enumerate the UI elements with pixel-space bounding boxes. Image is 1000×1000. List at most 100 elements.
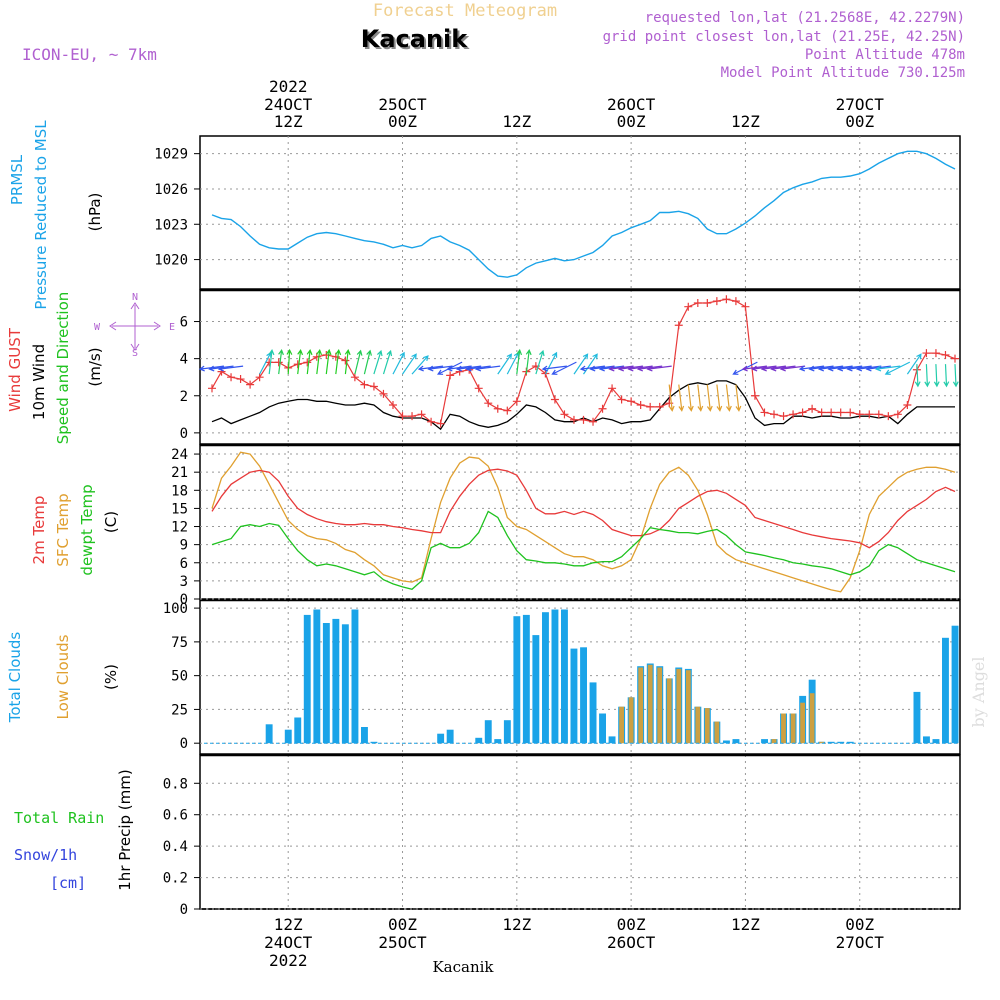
wind-direction-arrow	[943, 364, 950, 388]
top-hour-label: 00Z	[617, 112, 646, 131]
top-year-label: 2022	[269, 77, 308, 96]
wind-gust-marker	[274, 358, 283, 367]
y-tick-label: 0	[180, 736, 188, 752]
wind-direction-arrow	[551, 361, 577, 375]
wind-gust-line	[211, 298, 956, 425]
total-clouds-bar	[361, 727, 368, 744]
wind-direction-arrow	[411, 355, 429, 375]
top-hour-label: 00Z	[845, 112, 874, 131]
y-tick-label: 6	[180, 556, 188, 572]
watermark: by Angel	[969, 656, 988, 727]
wind-gust-marker	[903, 401, 912, 410]
compass-n: N	[132, 292, 138, 303]
y-tick-label: 15	[171, 501, 188, 517]
bottom-year-label: 2022	[269, 951, 308, 970]
total-clouds-bar	[551, 609, 559, 744]
grid-point-coords: grid point closest lon,lat (21.25E, 42.2…	[603, 29, 965, 45]
forecast-label: Forecast Meteogram	[373, 1, 557, 21]
temp-2m-line	[211, 468, 956, 549]
total-clouds-bar	[532, 635, 540, 744]
compass-w: W	[94, 322, 101, 333]
wind-gust-marker	[836, 408, 845, 417]
y-tick-label: 9	[180, 538, 188, 554]
wind-direction-arrow	[884, 361, 911, 375]
temp-unit: (C)	[102, 511, 120, 533]
wind-direction-arrow	[474, 365, 501, 372]
total-rain-label: Total Rain	[14, 809, 104, 827]
wind-gust-marker	[722, 295, 731, 304]
wind-direction-arrow	[436, 361, 463, 375]
bottom-hour-label: 00Z	[388, 915, 417, 934]
wind-gust-marker	[246, 380, 255, 389]
total-clouds-bar	[284, 729, 292, 744]
wind-gust-marker	[503, 406, 512, 415]
wind-gust-marker	[579, 415, 588, 424]
wind-gust-marker	[227, 373, 236, 382]
wind-direction-arrow	[732, 361, 758, 375]
wind-gust-marker	[341, 356, 350, 365]
wind-gust-marker	[417, 410, 426, 419]
wind-gust-marker	[360, 380, 369, 389]
wind-gust-marker	[893, 410, 902, 419]
y-tick-label: 0	[180, 592, 188, 608]
wind-gust-marker	[484, 399, 493, 408]
page-title: Kacanik	[361, 25, 469, 53]
wind-direction-arrow	[217, 365, 244, 372]
low-clouds-bar	[666, 678, 672, 744]
total-clouds-bar	[322, 623, 330, 744]
panel-frame	[199, 754, 961, 910]
model-label: ICON-EU, ~ 7km	[22, 45, 157, 64]
low-clouds-bar	[790, 713, 796, 744]
wind-direction-arrow	[325, 348, 332, 375]
y-tick-label: 0.2	[163, 871, 188, 887]
wind-gust-marker	[350, 373, 359, 382]
wind-gust-marker	[770, 410, 779, 419]
bottom-hour-label: 00Z	[845, 915, 874, 934]
wind-direction-arrow	[678, 384, 685, 412]
total-clouds-bar	[522, 614, 530, 744]
wind-gust-marker	[608, 384, 617, 393]
wind-gust-marker	[398, 412, 407, 421]
wind-direction-arrow	[914, 364, 921, 388]
total-clouds-bar	[570, 648, 578, 744]
y-tick-label: 50	[171, 669, 188, 685]
total-clouds-bar	[341, 624, 349, 744]
wind-direction-arrow	[668, 384, 675, 412]
wind-gust-marker	[550, 395, 559, 404]
low-clouds-bar	[695, 706, 701, 744]
wind-direction-arrow	[779, 365, 806, 372]
y-tick-label: 75	[171, 635, 188, 651]
total-clouds-bar	[589, 682, 597, 744]
total-clouds-bar	[313, 609, 321, 744]
compass-e: E	[169, 322, 175, 333]
wind-gust-marker	[379, 389, 388, 398]
wind-gust-marker	[369, 382, 378, 391]
wind-gust-marker	[236, 375, 245, 384]
low-clouds-bar	[638, 667, 644, 744]
wind-gust-marker	[474, 384, 483, 393]
y-tick-label: 18	[171, 483, 188, 499]
wind-direction-arrow	[268, 348, 275, 375]
total-clouds-bar	[723, 740, 730, 744]
y-tick-label: 1020	[154, 253, 188, 269]
wind-gust-marker	[446, 371, 455, 380]
wind-direction-arrow	[924, 364, 931, 388]
y-tick-label: 100	[163, 601, 188, 617]
total-clouds-bar	[294, 717, 302, 744]
low-clouds-bar	[781, 713, 786, 744]
snow-label: Snow/1h	[14, 846, 77, 864]
wind-gust-marker	[865, 410, 874, 419]
top-day-label: 27OCT	[836, 95, 885, 114]
wind-gust-marker	[855, 410, 864, 419]
wind-direction-arrow	[725, 384, 732, 412]
low-clouds-bar	[676, 668, 682, 744]
total-clouds-bar	[542, 612, 549, 744]
wind-direction-arrow	[933, 364, 940, 388]
wind-gust-marker	[303, 358, 312, 367]
total-clouds-label: Total Clouds	[6, 632, 24, 724]
wind-gust-marker	[598, 404, 607, 413]
wind-gust-marker	[712, 297, 721, 306]
wind-gust-label: Wind GUST	[6, 327, 24, 412]
total-clouds-bar	[761, 739, 768, 744]
wind-direction-label: Speed and Direction	[54, 292, 72, 445]
